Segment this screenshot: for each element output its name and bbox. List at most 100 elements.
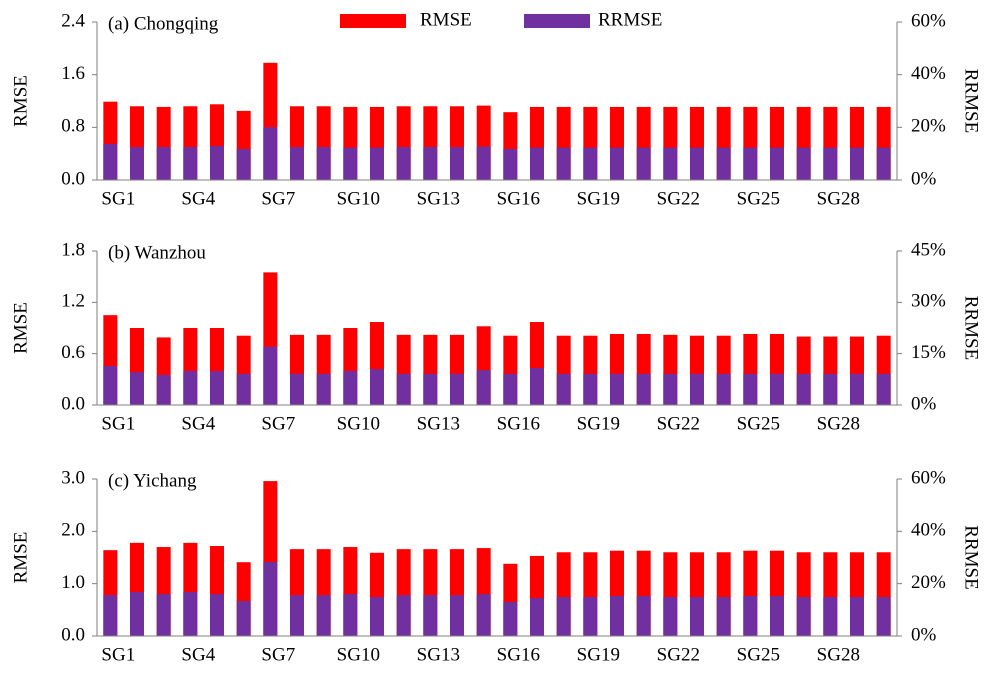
x-tick-label: SG10	[337, 413, 380, 434]
bar	[370, 147, 384, 180]
bar	[263, 561, 278, 636]
bar	[316, 147, 331, 180]
bar	[716, 597, 731, 636]
panel-title: (b) Wanzhou	[108, 242, 206, 263]
bar	[823, 373, 838, 405]
bar	[290, 595, 304, 636]
bar	[503, 373, 518, 405]
bar	[343, 371, 358, 405]
bar	[210, 146, 224, 180]
y2-tick-label: 60%	[911, 10, 946, 31]
y2-axis-label: RRMSE	[961, 296, 982, 360]
legend-swatch	[524, 14, 590, 28]
x-tick-label: SG19	[577, 413, 620, 434]
y2-axis-label: RRMSE	[961, 525, 982, 589]
bar	[236, 148, 251, 180]
bar	[663, 597, 678, 636]
bar	[316, 373, 331, 405]
bar	[850, 147, 864, 180]
y2-tick-label: 0%	[911, 168, 937, 189]
bar	[103, 365, 118, 405]
bar	[876, 147, 891, 180]
bar	[450, 595, 464, 636]
bar	[663, 373, 678, 405]
bar	[583, 597, 598, 636]
x-tick-label: SG10	[337, 188, 380, 209]
bar	[343, 147, 358, 180]
bar	[823, 147, 838, 180]
x-tick-label: SG13	[417, 644, 460, 665]
bar	[130, 372, 144, 405]
y-tick-label: 1.6	[61, 63, 85, 84]
bar	[690, 373, 704, 405]
x-tick-label: SG16	[497, 644, 540, 665]
bar	[103, 595, 118, 636]
y-tick-label: 3.0	[61, 467, 85, 488]
y-tick-label: 0.8	[61, 116, 85, 137]
bar	[396, 595, 411, 636]
panel-title: (c) Yichang	[108, 470, 197, 491]
x-tick-label: SG1	[101, 644, 135, 665]
x-tick-label: SG4	[181, 644, 215, 665]
y2-tick-label: 30%	[911, 291, 946, 312]
legend-swatch	[340, 14, 406, 28]
x-tick-label: SG22	[657, 188, 700, 209]
y-tick-label: 0.0	[61, 624, 85, 645]
y2-tick-label: 15%	[911, 342, 946, 363]
y-tick-label: 0.0	[61, 168, 85, 189]
y-tick-label: 1.2	[61, 291, 85, 312]
bar	[476, 594, 491, 636]
bar	[636, 595, 651, 636]
x-tick-label: SG22	[657, 413, 700, 434]
x-tick-label: SG7	[261, 188, 295, 209]
bar	[210, 594, 224, 636]
x-tick-label: SG25	[737, 413, 780, 434]
bar	[530, 368, 544, 405]
y2-axis-label: RRMSE	[961, 69, 982, 133]
bar	[103, 143, 118, 180]
x-tick-label: SG25	[737, 644, 780, 665]
bar	[796, 597, 811, 636]
bar	[530, 598, 544, 636]
x-tick-label: SG25	[737, 188, 780, 209]
x-tick-label: SG22	[657, 644, 700, 665]
bar	[636, 147, 651, 180]
x-tick-label: SG7	[261, 644, 295, 665]
bar	[210, 371, 224, 405]
x-tick-label: SG19	[577, 188, 620, 209]
bar	[716, 373, 731, 405]
x-tick-label: SG13	[417, 188, 460, 209]
bar	[290, 373, 304, 405]
x-tick-label: SG10	[337, 644, 380, 665]
x-tick-label: SG16	[497, 413, 540, 434]
bar	[716, 147, 731, 180]
bar	[236, 600, 251, 636]
legend-label: RRMSE	[598, 9, 662, 30]
bar	[450, 373, 464, 405]
y2-tick-label: 40%	[911, 520, 946, 541]
y2-tick-label: 45%	[911, 239, 946, 260]
x-tick-label: SG16	[497, 188, 540, 209]
x-tick-label: SG28	[817, 413, 860, 434]
x-tick-label: SG1	[101, 413, 135, 434]
bar	[636, 373, 651, 405]
bar	[476, 370, 491, 405]
bar	[130, 147, 144, 180]
y-tick-label: 1.0	[61, 572, 85, 593]
bar	[663, 147, 678, 180]
bar	[796, 373, 811, 405]
bar	[450, 147, 464, 180]
x-tick-label: SG7	[261, 413, 295, 434]
bar	[850, 373, 864, 405]
bar	[156, 594, 171, 636]
y-tick-label: 0.0	[61, 393, 85, 414]
x-tick-label: SG19	[577, 644, 620, 665]
bar	[130, 592, 144, 636]
bar	[396, 147, 411, 180]
x-tick-label: SG13	[417, 413, 460, 434]
bar	[556, 373, 571, 405]
y-tick-label: 2.0	[61, 520, 85, 541]
bar	[263, 346, 278, 405]
bar	[156, 147, 171, 180]
